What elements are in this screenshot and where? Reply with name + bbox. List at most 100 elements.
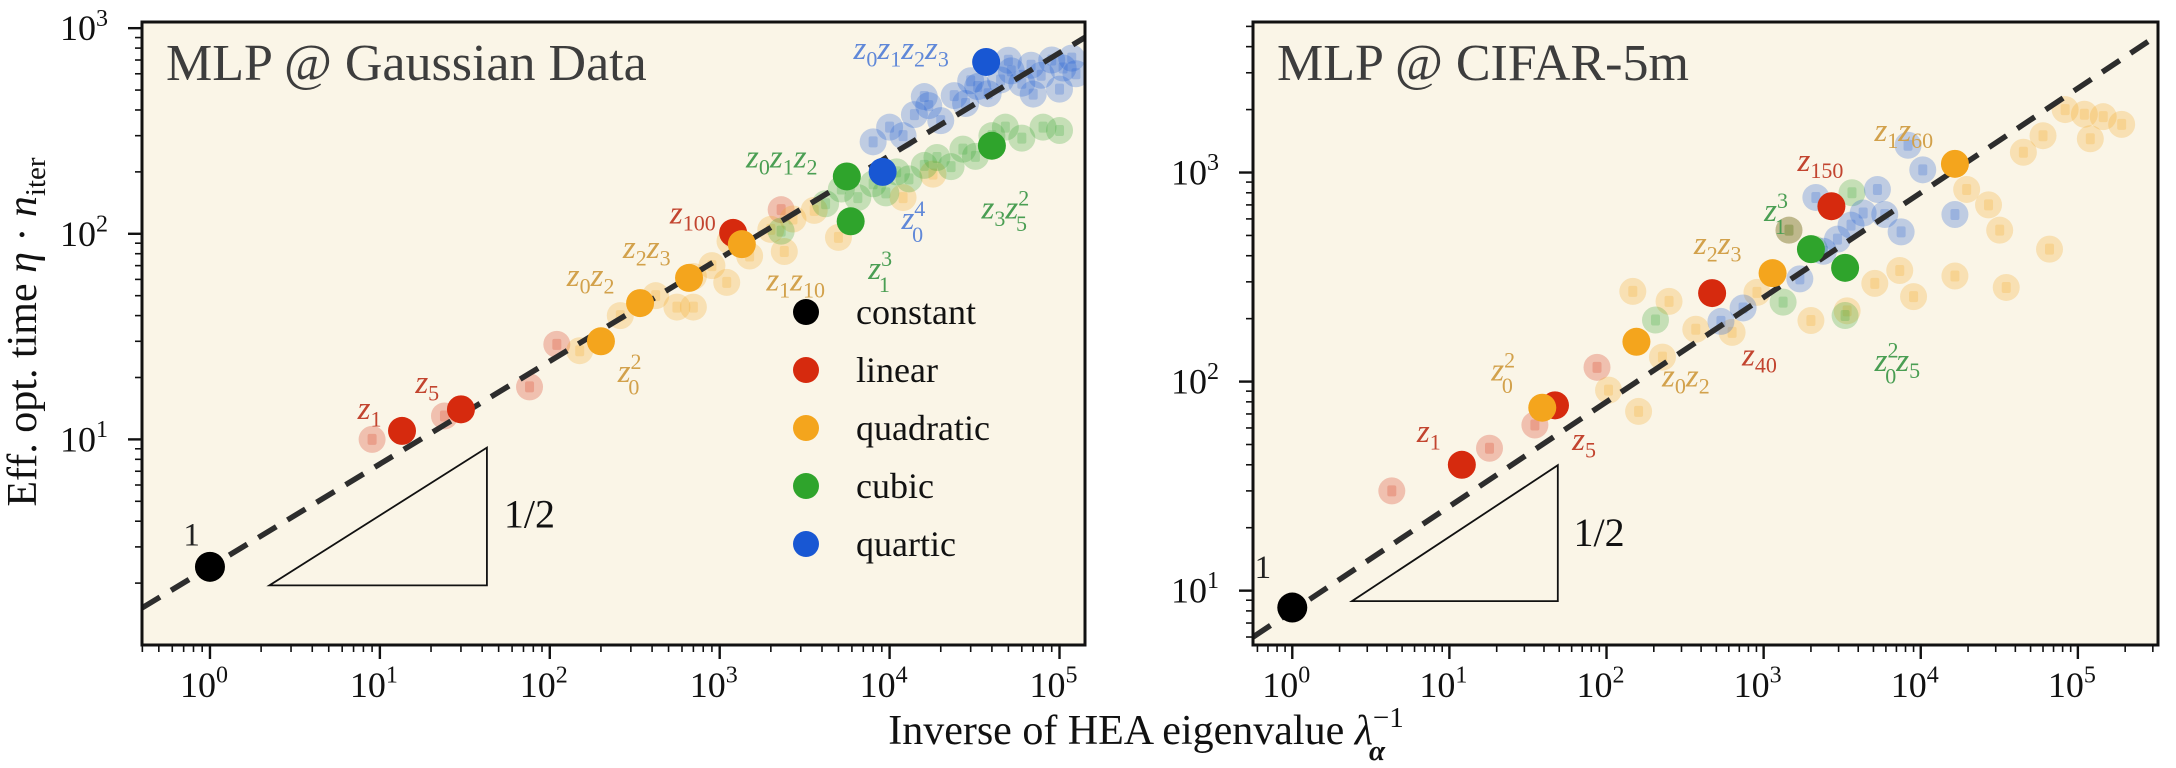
point-label: z1z60	[1873, 113, 1933, 153]
data-point-cubic	[1796, 235, 1825, 264]
data-point-faded-quartic	[1887, 218, 1915, 246]
legend-label-constant: constant	[856, 292, 976, 332]
data-point-faded-cubic	[844, 184, 872, 212]
data-point-core	[1055, 83, 1065, 95]
data-point-faded-quadratic	[1625, 397, 1653, 425]
data-point-faded-cubic	[895, 165, 923, 193]
data-point-faded-quartic	[1823, 225, 1851, 253]
data-point-core	[1811, 191, 1821, 203]
x-tick-label: 105	[2048, 663, 2096, 705]
data-point-core	[1752, 286, 1762, 298]
data-point-core	[1038, 121, 1048, 133]
x-tick-label: 101	[1419, 663, 1467, 705]
data-point-core	[2079, 108, 2089, 120]
data-point-core	[688, 301, 698, 313]
point-label: z5	[1571, 422, 1596, 462]
point-label: z3 1	[867, 246, 892, 297]
data-point-faded-cubic	[937, 153, 965, 181]
legend-label-quartic: quartic	[856, 524, 956, 564]
data-point-core	[1984, 199, 1994, 211]
plot-frame	[140, 20, 1087, 647]
data-point-core	[970, 150, 980, 162]
data-point-core	[1058, 62, 1068, 74]
data-point-core	[2018, 146, 2028, 158]
data-point-core	[1003, 54, 1013, 66]
data-point-faded-quartic	[994, 46, 1022, 74]
data-point-core	[946, 161, 956, 173]
point-label: z3z2 5	[981, 185, 1030, 236]
data-point-core	[2038, 130, 2048, 142]
point-label: z40	[1741, 337, 1777, 377]
data-point-faded-cubic	[910, 151, 938, 179]
data-point-faded-quartic	[1849, 199, 1877, 227]
data-point-core	[776, 225, 786, 237]
data-point-quadratic	[727, 230, 756, 259]
data-point-core	[919, 91, 929, 103]
data-point-faded-quadratic	[770, 237, 798, 265]
point-label: z150	[1797, 143, 1844, 183]
data-point-faded-quadratic	[2009, 138, 2037, 166]
y-axis	[1239, 25, 1253, 638]
y-tick-label: 101	[1171, 568, 1219, 610]
data-point-core	[1858, 207, 1868, 219]
data-point-faded-quartic	[1046, 75, 1074, 103]
data-point-core	[2060, 104, 2070, 116]
data-point-core	[1691, 323, 1701, 335]
data-point-faded-quartic	[1058, 44, 1085, 72]
point-label: z1	[357, 391, 382, 431]
data-point-cubic	[977, 131, 1006, 160]
data-point-quadratic	[1622, 327, 1651, 356]
data-point-core	[1778, 296, 1788, 308]
data-point-core	[1592, 361, 1602, 373]
data-point-core	[1895, 264, 1905, 276]
legend-marker-cubic	[793, 473, 819, 499]
data-point-core	[1846, 219, 1856, 231]
plot-frame	[1251, 20, 2160, 647]
data-point-faded-quadratic	[1900, 283, 1928, 311]
data-point-core	[1903, 139, 1913, 151]
data-point-faded-quadratic	[1992, 273, 2020, 301]
y-tick-label: 102	[60, 211, 108, 253]
data-point-faded-quadratic	[1953, 175, 1981, 203]
data-point-faded-linear	[1775, 216, 1803, 244]
data-point-faded-quadratic	[919, 160, 947, 188]
data-point-core	[439, 410, 449, 422]
point-label: z3 1	[1763, 188, 1788, 239]
data-point-core	[919, 159, 929, 171]
slope-label: 1/2	[504, 491, 555, 536]
data-point-faded-quadratic	[679, 293, 707, 321]
data-point-core	[1842, 305, 1852, 317]
data-point-faded-quartic	[1008, 69, 1036, 97]
data-point-core	[552, 338, 562, 350]
data-point-faded-cubic	[1046, 116, 1074, 144]
data-point-faded-quartic	[1049, 54, 1077, 82]
point-label: z100	[669, 195, 716, 235]
point-label: z1z10	[765, 262, 825, 302]
data-point-faded-quadratic	[1986, 216, 2014, 244]
data-point-faded-cubic	[923, 143, 951, 171]
point-label: z1	[1416, 414, 1441, 454]
plot-background	[142, 22, 1085, 645]
data-point-faded-quadratic	[1648, 343, 1676, 371]
data-point-faded-quartic	[1062, 60, 1085, 88]
data-point-core	[367, 433, 377, 445]
plot-area	[142, 35, 1085, 611]
data-point-core	[853, 192, 863, 204]
data-point-core	[1485, 442, 1495, 454]
data-point-core	[932, 151, 942, 163]
data-point-core	[1870, 277, 1880, 289]
x-tick-label: 103	[690, 663, 738, 705]
data-point-linear	[1817, 192, 1846, 221]
data-point-core	[1832, 233, 1842, 245]
point-label: z2z3	[622, 230, 671, 270]
y-axis-label: Eff. opt. time η · niter	[0, 157, 52, 507]
data-point-core	[898, 192, 908, 204]
data-point-faded-cubic	[872, 179, 900, 207]
data-point-core	[1950, 270, 1960, 282]
data-point-core	[1387, 485, 1397, 497]
data-point-core	[2045, 243, 2055, 255]
point-label: 1	[1255, 550, 1272, 586]
y-tick-label: 101	[60, 417, 108, 459]
